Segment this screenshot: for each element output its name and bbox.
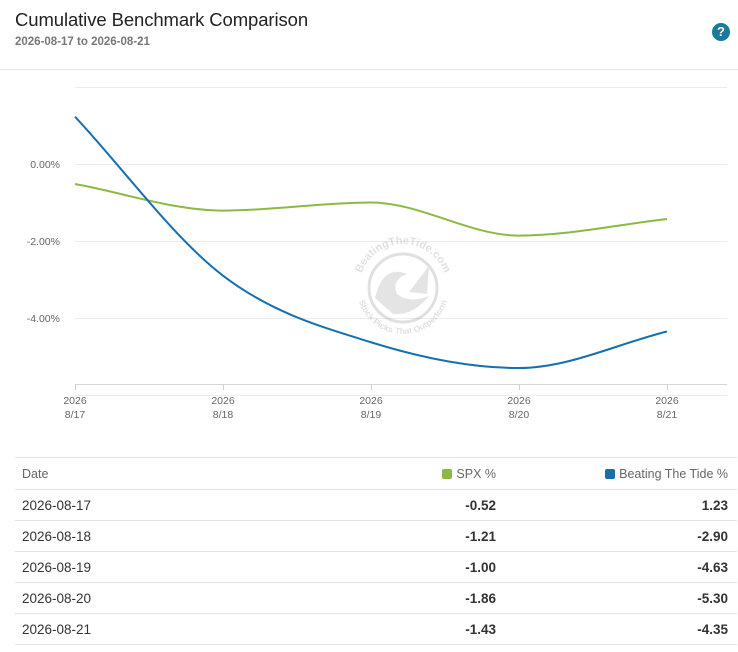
series-lines [74,115,668,370]
table-row: 2026-08-17 -0.52 1.23 [15,489,737,521]
wave-icon [375,271,429,315]
chart-title: Cumulative Benchmark Comparison [15,9,309,30]
table-row: 2026-08-19 -1.00 -4.63 [15,551,737,583]
cell-date: 2026-08-21 [15,613,282,645]
help-icon[interactable]: ? [712,23,730,41]
y-tick-label: -4.00% [27,313,60,325]
x-tick-label-year: 2026 [63,395,87,407]
cell-btt: -5.30 [496,582,737,614]
beating-the-tide-series-line[interactable] [74,115,668,370]
cell-date: 2026-08-19 [15,551,282,583]
cell-date: 2026-08-18 [15,520,282,552]
x-tick-label-date: 8/18 [213,409,234,421]
cell-date: 2026-08-20 [15,582,282,614]
x-tick-label-date: 8/21 [657,409,678,421]
x-tick-label-year: 2026 [507,395,531,407]
cell-btt: 1.23 [496,489,737,521]
chart-header: Cumulative Benchmark Comparison 2026-08-… [0,0,738,70]
col-header-btt: Beating The Tide % [496,457,737,490]
data-table: Date SPX % Beating The Tide % 2026-08-17… [15,457,737,645]
fin-icon [409,266,429,294]
table-header-row: Date SPX % Beating The Tide % [15,457,737,490]
x-tick-label-year: 2026 [211,395,235,407]
table-row: 2026-08-18 -1.21 -2.90 [15,520,737,552]
cell-spx: -1.21 [282,520,496,552]
cell-date: 2026-08-17 [15,489,282,521]
x-tick-label-date: 8/20 [509,409,530,421]
grid-lines [75,87,727,396]
x-tick-label-year: 2026 [359,395,383,407]
watermark-ring [367,252,439,324]
cell-spx: -0.52 [282,489,496,521]
col-header-date: Date [15,457,282,490]
table-row: 2026-08-20 -1.86 -5.30 [15,582,737,614]
col-header-spx: SPX % [282,457,496,490]
date-range: 2026-08-17 to 2026-08-21 [15,36,150,48]
cell-btt: -2.90 [496,520,737,552]
spx-series-line[interactable] [74,183,668,237]
y-axis-ticks: 0.00% -2.00% -4.00% [27,159,60,325]
col-header-btt-label: Beating The Tide % [619,466,728,481]
col-header-spx-label: SPX % [456,466,496,481]
cell-btt: -4.35 [496,613,737,645]
line-chart: 0.00% -2.00% -4.00% 2026 8/17 2026 8/18 2026 8/… [27,87,727,421]
y-tick-label: -2.00% [27,236,60,248]
cell-spx: -1.43 [282,613,496,645]
spx-swatch-icon [442,468,453,479]
table-row: 2026-08-21 -1.43 -4.35 [15,613,737,645]
x-tick-label-date: 8/19 [361,409,382,421]
btt-swatch-icon [605,468,616,479]
cell-btt: -4.63 [496,551,737,583]
cell-spx: -1.86 [282,582,496,614]
x-tick-label-date: 8/17 [65,409,86,421]
x-tick-label-year: 2026 [655,395,679,407]
y-tick-label: 0.00% [30,159,60,171]
cell-spx: -1.00 [282,551,496,583]
x-axis: 2026 8/17 2026 8/18 2026 8/19 2026 8/20 2026 8/21 [63,384,727,421]
